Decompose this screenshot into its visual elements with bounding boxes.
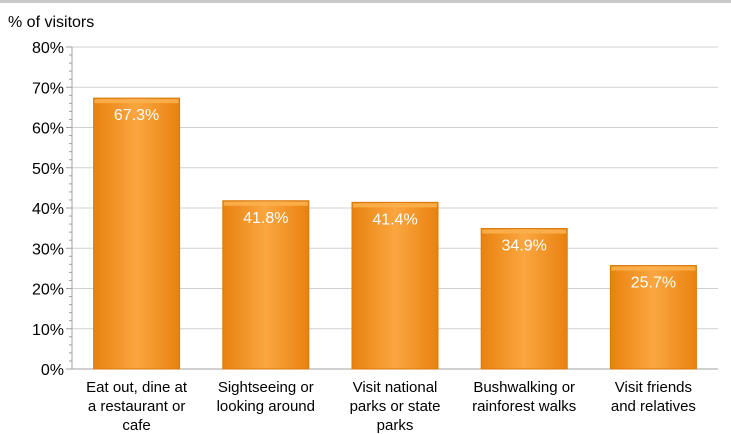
category-label: Eat out, dine at a restaurant or cafe (86, 379, 188, 434)
bars: 67.3% 41.8% 41.4% 34.9% 25.7% (93, 97, 697, 370)
y-tick-label: 50% (32, 161, 64, 178)
bar (222, 200, 310, 370)
y-tick-label: 0% (41, 362, 64, 379)
bar (351, 201, 439, 370)
data-label: 34.9% (502, 238, 547, 255)
bar-top-highlight (611, 266, 696, 271)
y-tick-label: 80% (32, 40, 64, 57)
x-axis-categories: Eat out, dine at a restaurant or cafe Sight… (86, 379, 696, 434)
y-tick-label: 30% (32, 241, 64, 258)
bar (480, 228, 568, 370)
top-frame-line (0, 0, 731, 3)
y-axis-title: % of visitors (8, 14, 94, 31)
category-label: Bushwalking or rainforest walks (472, 379, 576, 415)
bar-top-highlight (353, 203, 437, 208)
bar-top-highlight (94, 99, 179, 104)
data-label: 67.3% (114, 107, 159, 124)
y-tick-label: 60% (32, 121, 64, 138)
bar (609, 265, 697, 370)
bar (93, 97, 181, 370)
data-label: 41.8% (243, 210, 288, 227)
category-label: Visit friends and relatives (611, 379, 696, 415)
bar-top-highlight (223, 201, 308, 206)
y-tick-label: 20% (32, 282, 64, 299)
category-label: Sightseeing or looking around (217, 379, 315, 415)
y-tick-label: 40% (32, 201, 64, 218)
y-tick-label: 10% (32, 322, 64, 339)
data-label: 41.4% (372, 211, 417, 228)
y-axis-ticks: 0% 10% 20% 30% 40% 50% 60% 70% 80% (32, 40, 718, 379)
category-label: Visit national parks or state parks (350, 379, 441, 434)
data-label: 25.7% (631, 275, 676, 292)
y-tick-label: 70% (32, 80, 64, 97)
bar-top-highlight (482, 229, 567, 234)
